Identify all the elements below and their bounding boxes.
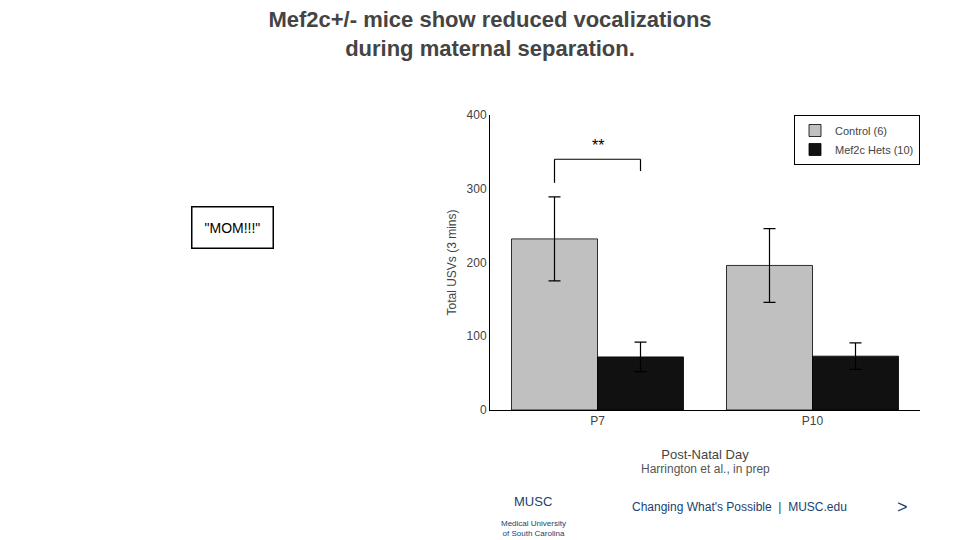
svg-text:Total USVs (3 mins): Total USVs (3 mins) <box>445 209 459 315</box>
svg-text:200: 200 <box>467 256 487 270</box>
svg-text:Post-Natal Day: Post-Natal Day <box>661 447 749 462</box>
svg-text:0: 0 <box>480 403 487 417</box>
svg-text:Harrington et al., in prep: Harrington et al., in prep <box>641 462 770 476</box>
svg-text:300: 300 <box>467 182 487 196</box>
svg-text:Mef2c Hets (10): Mef2c Hets (10) <box>835 144 913 156</box>
svg-text:Medical Universityof South Car: Medical Universityof South Carolina <box>501 519 566 538</box>
svg-text:Changing What's Possible | M: Changing What's Possible | MUSC.edu <box>632 500 847 514</box>
svg-text:>: > <box>897 497 908 517</box>
svg-text:Mef2c+/- mice show reduced voc: Mef2c+/- mice show reduced vocalizations… <box>268 7 711 61</box>
svg-text:"MOM!!!": "MOM!!!" <box>205 220 261 236</box>
svg-text:MUSC: MUSC <box>514 494 552 509</box>
svg-text:400: 400 <box>467 108 487 122</box>
svg-text:P10: P10 <box>802 414 824 428</box>
svg-text:**: ** <box>592 137 604 154</box>
svg-text:100: 100 <box>467 329 487 343</box>
svg-text:Control (6): Control (6) <box>835 125 887 137</box>
svg-text:P7: P7 <box>590 414 605 428</box>
